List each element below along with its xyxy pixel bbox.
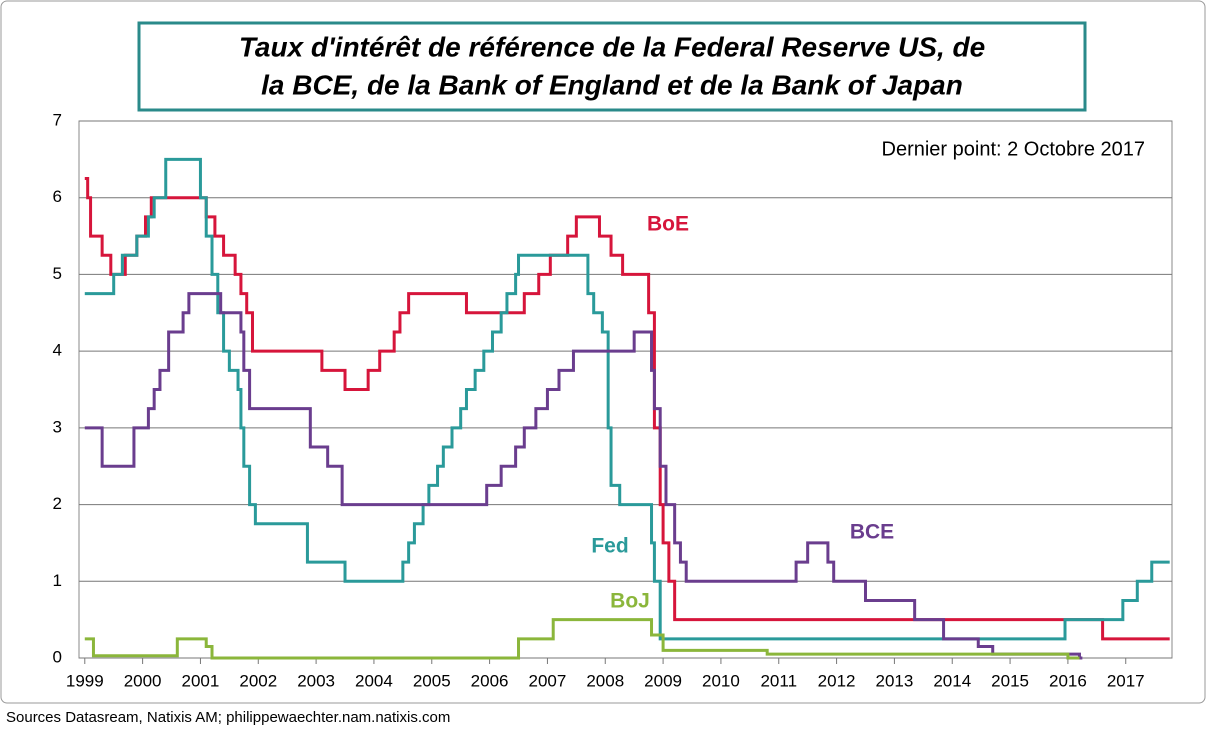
y-tick-label: 3 xyxy=(53,417,62,436)
y-tick-label: 0 xyxy=(53,647,62,666)
series-label: BCE xyxy=(850,521,894,544)
series-label: BoJ xyxy=(610,590,650,613)
y-tick-label: 4 xyxy=(53,341,62,360)
x-tick-label: 2011 xyxy=(760,671,797,690)
x-tick-label: 2003 xyxy=(297,671,335,690)
x-tick-label: 2005 xyxy=(413,671,451,690)
series-line xyxy=(84,618,1080,660)
x-tick-label: 1999 xyxy=(66,671,104,690)
x-tick-label: 2014 xyxy=(933,671,971,690)
x-tick-label: 2012 xyxy=(818,671,856,690)
chart-title: la BCE, de la Bank of England et de la B… xyxy=(261,69,963,100)
x-tick-label: 2002 xyxy=(239,671,277,690)
x-tick-label: 2013 xyxy=(875,671,913,690)
x-tick-label: 2017 xyxy=(1107,671,1145,690)
series-label: BoE xyxy=(647,213,689,236)
annotation: Dernier point: 2 Octobre 2017 xyxy=(882,138,1146,160)
series-line xyxy=(84,292,1083,660)
y-tick-label: 2 xyxy=(53,494,62,513)
x-tick-label: 2008 xyxy=(586,671,624,690)
x-tick-label: 2000 xyxy=(124,671,162,690)
source: Sources Datasream, Natixis AM; philippew… xyxy=(6,709,450,726)
x-tick-label: 2010 xyxy=(702,671,740,690)
title-box xyxy=(137,21,1087,112)
x-tick-label: 2009 xyxy=(644,671,682,690)
x-tick-label: 2001 xyxy=(182,671,220,690)
x-tick-label: 2006 xyxy=(471,671,509,690)
y-tick-label: 5 xyxy=(53,264,62,283)
x-tick-label: 2016 xyxy=(1049,671,1087,690)
series-line xyxy=(84,157,1170,641)
y-tick-label: 6 xyxy=(53,187,62,206)
series-label: Fed xyxy=(591,535,628,558)
x-tick-label: 2004 xyxy=(355,671,393,690)
x-tick-label: 2015 xyxy=(991,671,1029,690)
y-tick-label: 1 xyxy=(53,571,62,590)
chart-title: Taux d'intérêt de référence de la Federa… xyxy=(239,31,985,62)
y-tick-label: 7 xyxy=(53,110,62,129)
x-tick-label: 2007 xyxy=(529,671,567,690)
